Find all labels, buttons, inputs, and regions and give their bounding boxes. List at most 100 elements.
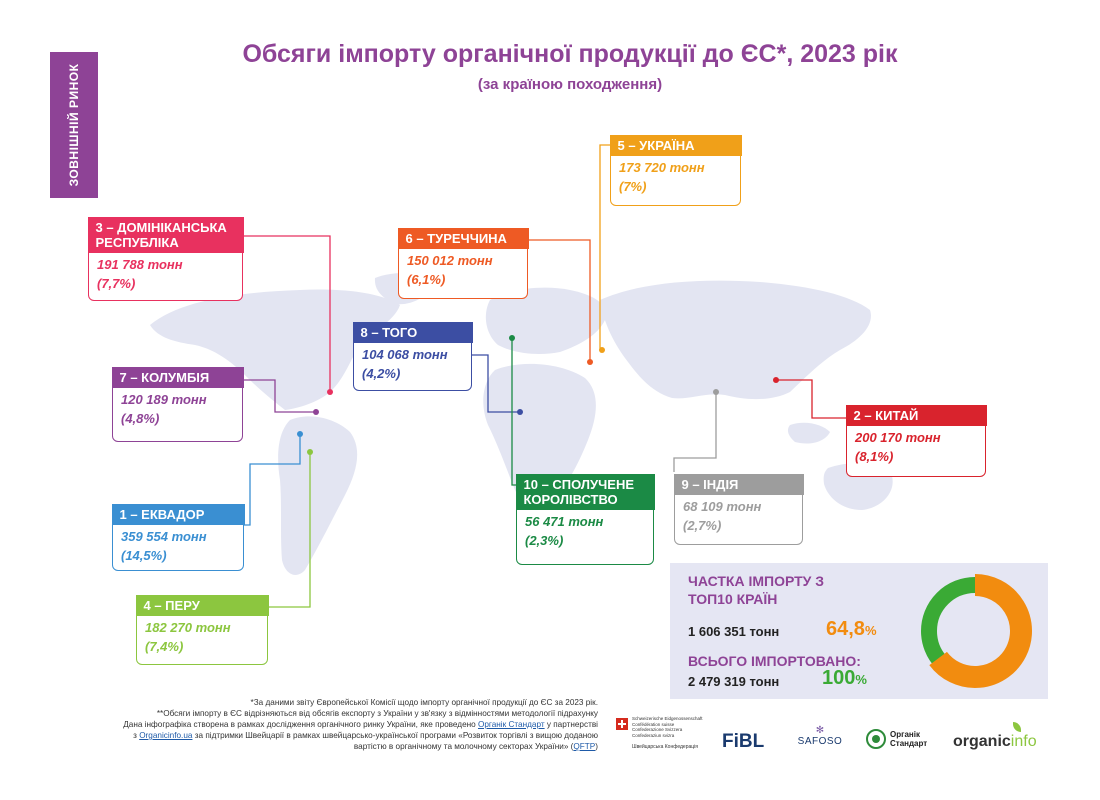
swiss-line-2: Confédération suisse: [632, 721, 675, 727]
card-uk-header: 10 – СПОЛУЧЕНЕ КОРОЛІВСТВО: [515, 473, 655, 510]
card-india-header: 9 – ІНДІЯ: [673, 473, 804, 495]
footnote-1: *За даними звіту Європейської Комісії що…: [250, 698, 598, 707]
card-china-header: 2 – КИТАЙ: [845, 404, 987, 426]
summary-total-percent: 100%: [822, 667, 867, 690]
card-turkey-header: 6 – ТУРЕЧЧИНА: [397, 227, 529, 249]
logo-organicinfo: organicinfo: [953, 733, 1037, 751]
dot-uk: [509, 335, 515, 341]
dot-dominican: [327, 389, 333, 395]
card-togo: 8 – ТОГО 104 068 тонн (4,2%): [352, 321, 473, 391]
card-colombia: 7 – КОЛУМБІЯ 120 189 тонн (4,8%): [111, 366, 244, 442]
connector-china: [776, 379, 846, 419]
dot-togo: [517, 409, 523, 415]
dot-india: [713, 389, 719, 395]
logo-safoso: ✻ SAFOSO: [790, 725, 850, 748]
footnotes: *За даними звіту Європейської Комісії що…: [88, 697, 598, 752]
card-peru-header: 4 – ПЕРУ: [135, 594, 269, 616]
summary-total-percent-number: 100: [822, 667, 856, 689]
logo-swiss: Schweizerische Eidgenossenschaft Confédé…: [616, 716, 708, 756]
dot-ukraine: [599, 347, 605, 353]
card-togo-header: 8 – ТОГО: [352, 321, 473, 343]
swiss-ua-label: Швейцарська Конфедерація: [632, 744, 698, 750]
organic-standard-icon: [866, 729, 886, 749]
dot-ecuador: [297, 431, 303, 437]
footnote-3-text: Дана інфографіка створена в рамках дослі…: [123, 720, 476, 729]
card-uk-value: 56 471 тонн: [525, 513, 604, 529]
organicinfo-a: organic: [953, 733, 1011, 750]
card-ukraine-value: 173 720 тонн: [619, 159, 705, 175]
donut-top10-slice: [929, 574, 1032, 688]
summary-top10-title: ЧАСТКА ІМПОРТУ З ТОП10 КРАЇН: [688, 573, 825, 607]
summary-top10-value: 1 606 351 тонн: [688, 624, 780, 639]
link-organic-standard[interactable]: Органік Стандарт: [478, 720, 545, 729]
card-dominican-value: 191 788 тонн: [97, 256, 183, 272]
organicinfo-b: info: [1010, 733, 1037, 750]
connector-lines: [242, 144, 846, 608]
organicinfo-leaf-icon: [1013, 722, 1021, 732]
continent-europe: [485, 287, 606, 354]
card-ecuador-header: 1 – ЕКВАДОР: [111, 503, 245, 525]
summary-total-percent-sign: %: [855, 672, 867, 687]
card-uk-share: (2,3%): [525, 532, 564, 548]
card-ukraine: 5 – УКРАЇНА 173 720 тонн (7%): [609, 134, 742, 206]
page-subtitle: (за країною походження): [477, 76, 663, 93]
card-india-share: (2,7%): [683, 517, 722, 533]
card-turkey: 6 – ТУРЕЧЧИНА 150 012 тонн (6,1%): [397, 227, 529, 299]
card-peru-value: 182 270 тонн: [145, 619, 231, 635]
continents: [150, 273, 893, 575]
swiss-line-3: Confederazione Svizzera: [632, 727, 683, 732]
summary-top10-percent: 64,8%: [826, 618, 877, 641]
card-china-value: 200 170 тонн: [855, 429, 941, 445]
card-turkey-value: 150 012 тонн: [407, 252, 493, 268]
card-ecuador-value: 359 554 тонн: [121, 528, 207, 544]
footnote-4-prefix: з: [133, 731, 137, 740]
footnote-4-text: за підтримки Швейцарії в рамках швейцарс…: [194, 731, 598, 740]
continent-se-asia: [787, 422, 830, 444]
organic-standard-line-2: Стандарт: [890, 739, 928, 748]
card-dominican-share: (7,7%): [97, 275, 136, 291]
link-organicinfo[interactable]: Organicinfo.ua: [139, 731, 193, 740]
link-qftp[interactable]: QFTP: [573, 742, 596, 751]
logo-fibl: FiBL: [722, 731, 765, 752]
country-dots: [297, 335, 779, 455]
connector-ecuador: [244, 434, 301, 526]
safoso-flower-icon: ✻: [815, 725, 825, 736]
swiss-line-4: Confederaziun svizra: [632, 732, 675, 738]
footnote-2: **Обсяги імпорту в ЄС відрізняються від …: [156, 709, 598, 718]
card-togo-share: (4,2%): [362, 365, 401, 381]
connector-india: [673, 392, 717, 472]
card-togo-value: 104 068 тонн: [362, 346, 448, 362]
organic-standard-line-1: Органік: [890, 730, 920, 739]
footnote-3: Дана інфографіка створена в рамках дослі…: [88, 719, 598, 730]
dot-peru: [307, 449, 313, 455]
card-colombia-header: 7 – КОЛУМБІЯ: [111, 366, 244, 388]
swiss-flag-icon: [616, 718, 628, 730]
page-title: Обсяги імпорту органічної продукції до Є…: [242, 40, 898, 68]
continent-south-america: [278, 416, 358, 575]
footnote-5-text: вартістю в органічному та молочному сект…: [353, 742, 569, 751]
summary-box: ЧАСТКА ІМПОРТУ З ТОП10 КРАЇН 1 606 351 т…: [670, 563, 1048, 699]
connector-colombia: [242, 379, 316, 413]
connector-uk: [511, 338, 516, 486]
connector-ukraine: [599, 144, 610, 350]
dot-china: [773, 377, 779, 383]
connector-togo: [472, 354, 520, 413]
card-colombia-share: (4,8%): [121, 410, 160, 426]
card-uk: 10 – СПОЛУЧЕНЕ КОРОЛІВСТВО 56 471 тонн (…: [515, 473, 655, 565]
card-peru-share: (7,4%): [145, 638, 184, 654]
card-dominican: 3 – ДОМІНІКАНСЬКА РЕСПУБЛІКА 191 788 тон…: [87, 216, 244, 301]
connector-dominican: [242, 235, 331, 392]
card-ukraine-header: 5 – УКРАЇНА: [609, 134, 742, 156]
summary-top10-percent-number: 64,8: [826, 618, 865, 640]
continent-asia: [600, 280, 871, 400]
card-peru: 4 – ПЕРУ 182 270 тонн (7,4%): [135, 594, 269, 665]
card-turkey-share: (6,1%): [407, 271, 446, 287]
dot-colombia: [313, 409, 319, 415]
continent-north-america: [150, 289, 400, 410]
summary-total-value: 2 479 319 тонн: [688, 674, 780, 689]
footnote-5: вартістю в органічному та молочному сект…: [353, 742, 598, 751]
card-colombia-value: 120 189 тонн: [121, 391, 207, 407]
swiss-line-1: Schweizerische Eidgenossenschaft: [632, 716, 703, 721]
card-ecuador: 1 – ЕКВАДОР 359 554 тонн (14,5%): [111, 503, 245, 571]
